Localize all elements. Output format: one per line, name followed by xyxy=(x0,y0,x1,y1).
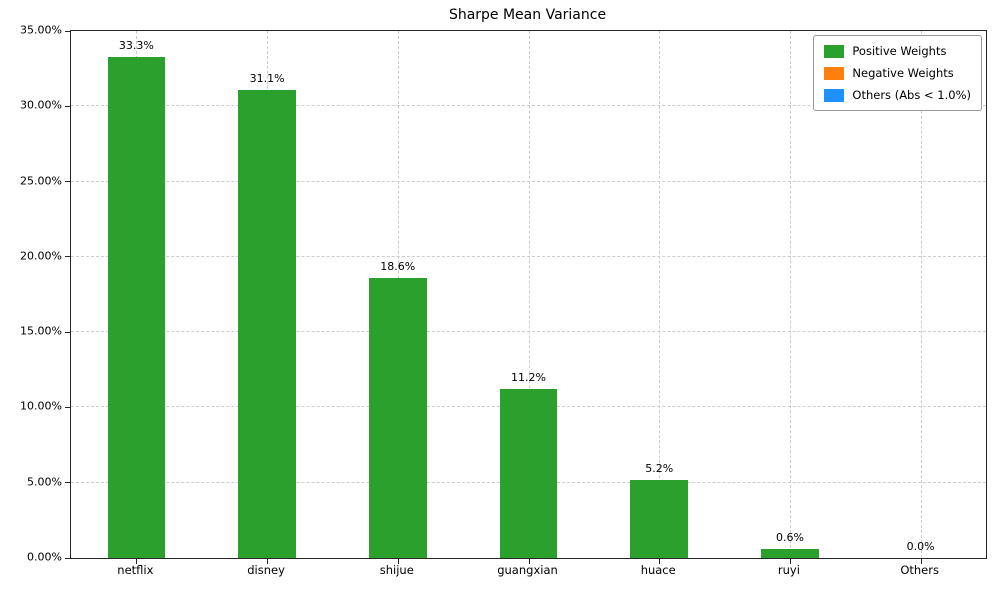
bar-value-label: 31.1% xyxy=(249,71,285,85)
x-tick-mark xyxy=(397,559,399,564)
y-tick-label: 0.00% xyxy=(27,550,62,564)
bar-ruyi xyxy=(761,548,819,558)
y-tick-mark xyxy=(65,557,70,559)
y-tick-mark xyxy=(65,181,70,183)
legend-entry: Negative Weights xyxy=(824,66,971,80)
y-axis-tick-labels: 0.00% 5.00% 10.00% 15.00% 20.00% 25.00% 30.00%… xyxy=(0,24,62,564)
bar-disney xyxy=(238,89,296,558)
x-tick-mark xyxy=(789,559,791,564)
gridline-vertical xyxy=(659,31,661,558)
x-tick-mark xyxy=(136,559,138,564)
x-tick-mark xyxy=(267,559,269,564)
x-tick-label: Others xyxy=(900,563,939,577)
gridline-vertical xyxy=(528,31,530,558)
y-tick-mark xyxy=(65,406,70,408)
x-tick-mark xyxy=(920,559,922,564)
x-axis-tick-labels: netflix disney shijue guangxian huace ruyi Oth… xyxy=(70,563,985,583)
y-tick-label: 35.00% xyxy=(20,23,62,37)
y-tick-mark xyxy=(65,256,70,258)
legend-label: Others (Abs < 1.0%) xyxy=(852,88,971,102)
legend-swatch xyxy=(824,88,845,102)
bar-huace xyxy=(630,479,688,558)
x-tick-mark xyxy=(659,559,661,564)
y-tick-mark xyxy=(65,482,70,484)
bar-value-label: 11.2% xyxy=(511,371,546,385)
x-tick-label: ruyi xyxy=(777,563,800,577)
gridline-vertical xyxy=(920,31,922,558)
legend-label: Negative Weights xyxy=(852,66,954,80)
bar-value-label: 0.6% xyxy=(775,530,804,544)
legend-swatch xyxy=(824,44,845,58)
x-tick-label: huace xyxy=(640,563,676,577)
bar-guangxian xyxy=(499,389,558,558)
chart-title: Sharpe Mean Variance xyxy=(448,7,607,23)
x-tick-label: disney xyxy=(247,563,285,577)
plot-area: Positive Weights Negative Weights Others (… xyxy=(65,30,987,564)
y-tick-mark xyxy=(65,30,70,32)
legend-entry: Others (Abs < 1.0%) xyxy=(824,88,971,102)
y-tick-mark xyxy=(65,331,70,333)
bar-value-label: 0.0% xyxy=(906,540,935,553)
y-tick-label: 25.00% xyxy=(20,174,62,188)
x-tick-mark xyxy=(528,559,530,564)
bar-shijue xyxy=(369,277,427,558)
legend: Positive Weights Negative Weights Others (… xyxy=(813,35,982,111)
legend-entry: Positive Weights xyxy=(824,44,971,58)
y-tick-label: 10.00% xyxy=(20,399,62,413)
bar-value-label: 18.6% xyxy=(380,259,416,273)
y-tick-label: 5.00% xyxy=(27,475,62,489)
bar-value-label: 33.3% xyxy=(118,38,154,52)
x-tick-label: netflix xyxy=(117,563,154,577)
y-tick-mark xyxy=(65,105,70,107)
y-tick-label: 15.00% xyxy=(20,324,62,338)
y-tick-label: 30.00% xyxy=(20,98,62,112)
bar-value-label: 5.2% xyxy=(645,461,674,475)
x-tick-label: guangxian xyxy=(497,563,558,577)
bar-netflix xyxy=(107,56,166,558)
gridline-vertical xyxy=(789,31,791,558)
y-tick-label: 20.00% xyxy=(20,249,62,263)
legend-label: Positive Weights xyxy=(852,44,947,58)
x-tick-label: shijue xyxy=(379,563,414,577)
legend-swatch xyxy=(824,66,845,80)
